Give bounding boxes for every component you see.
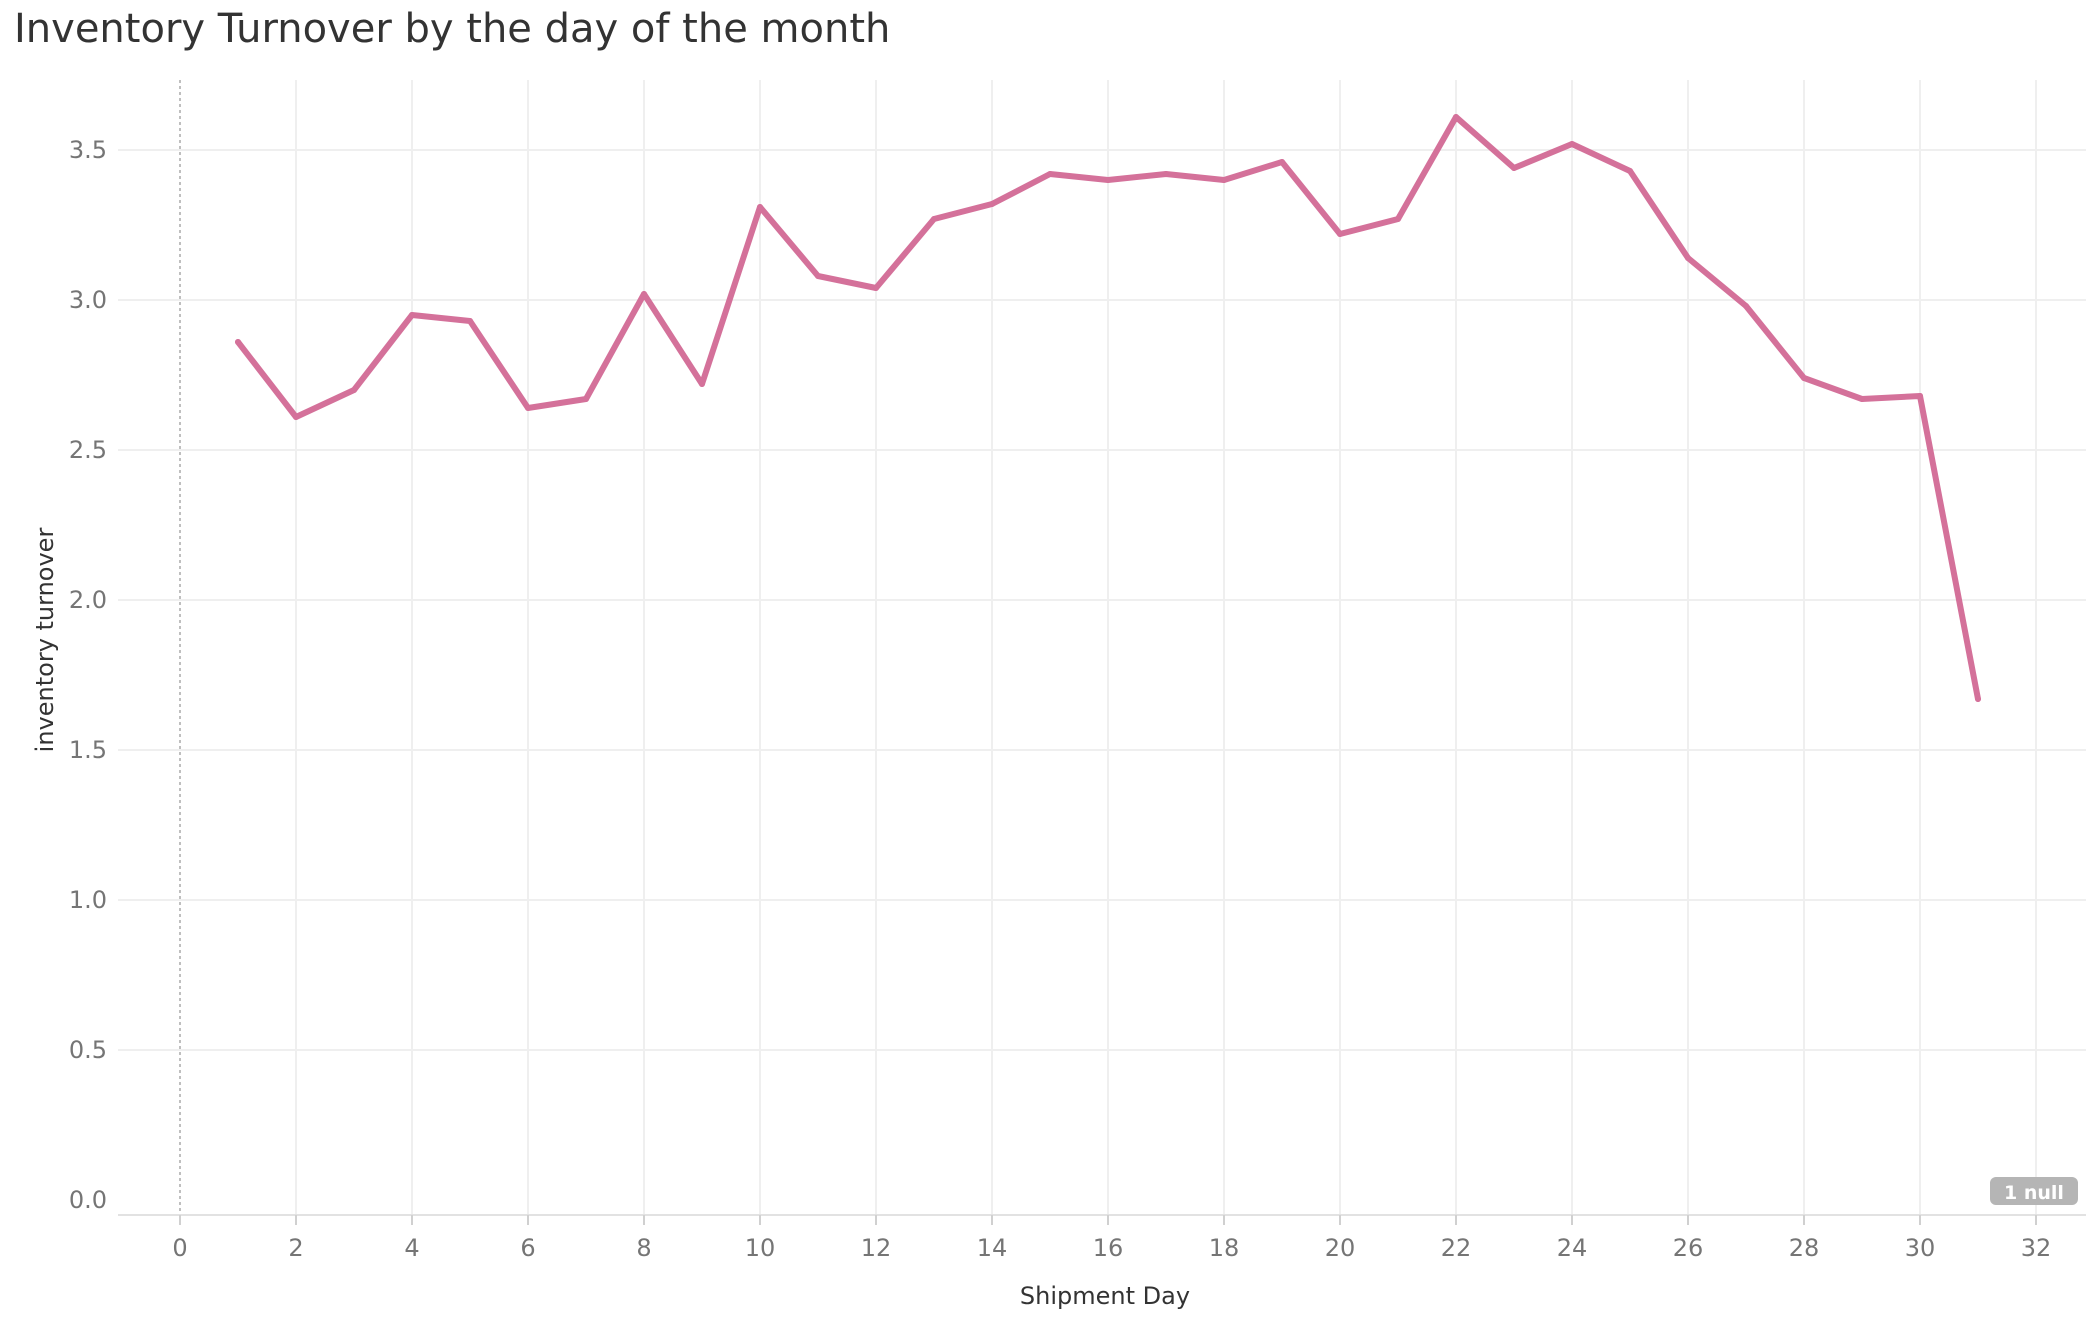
data-point[interactable]: [351, 387, 357, 393]
x-axis: 0 2 4 6 8 10 12 14 16 18 20 22 24 26 28 30 32: [172, 1215, 2051, 1262]
data-point[interactable]: [1801, 375, 1807, 381]
x-tick-label: 14: [977, 1234, 1008, 1262]
x-tick-label: 12: [861, 1234, 892, 1262]
data-point[interactable]: [1453, 114, 1459, 120]
data-point[interactable]: [467, 318, 473, 324]
x-tick-label: 30: [1905, 1234, 1936, 1262]
data-point[interactable]: [409, 312, 415, 318]
data-point[interactable]: [1279, 159, 1285, 165]
data-point[interactable]: [1395, 216, 1401, 222]
x-tick-label: 24: [1557, 1234, 1588, 1262]
data-point[interactable]: [815, 273, 821, 279]
data-point[interactable]: [931, 216, 937, 222]
y-tick-label: 2.0: [69, 586, 107, 614]
x-tick-label: 16: [1093, 1234, 1124, 1262]
data-point[interactable]: [641, 291, 647, 297]
y-axis: 0.0 0.5 1.0 1.5 2.0 2.5 3.0 3.5: [69, 136, 107, 1214]
data-point[interactable]: [525, 405, 531, 411]
data-point[interactable]: [1685, 255, 1691, 261]
y-tick-label: 3.5: [69, 136, 107, 164]
x-tick-label: 22: [1441, 1234, 1472, 1262]
data-point[interactable]: [989, 201, 995, 207]
data-point[interactable]: [1511, 165, 1517, 171]
data-point[interactable]: [1221, 177, 1227, 183]
x-tick-label: 28: [1789, 1234, 1820, 1262]
data-point[interactable]: [699, 381, 705, 387]
y-tick-label: 1.0: [69, 886, 107, 914]
x-tick-label: 8: [636, 1234, 651, 1262]
y-tick-label: 0.5: [69, 1036, 107, 1064]
data-point[interactable]: [1337, 231, 1343, 237]
data-point[interactable]: [1569, 141, 1575, 147]
chart-title: Inventory Turnover by the day of the mon…: [14, 6, 891, 52]
x-tick-label: 20: [1325, 1234, 1356, 1262]
data-point[interactable]: [235, 339, 241, 345]
data-point[interactable]: [1163, 171, 1169, 177]
data-point[interactable]: [1975, 696, 1981, 702]
null-indicator-badge[interactable]: [1990, 1177, 2078, 1205]
data-point[interactable]: [293, 414, 299, 420]
x-tick-label: 6: [520, 1234, 535, 1262]
y-tick-label: 2.5: [69, 436, 107, 464]
data-point[interactable]: [1047, 171, 1053, 177]
y-tick-label: 3.0: [69, 286, 107, 314]
x-tick-label: 0: [172, 1234, 187, 1262]
x-tick-label: 18: [1209, 1234, 1240, 1262]
series: [235, 114, 1981, 702]
x-tick-label: 26: [1673, 1234, 1704, 1262]
y-tick-label: 0.0: [69, 1186, 107, 1214]
y-tick-label: 1.5: [69, 736, 107, 764]
x-tick-label: 32: [2021, 1234, 2052, 1262]
data-point[interactable]: [1627, 168, 1633, 174]
x-axis-title: Shipment Day: [1020, 1282, 1190, 1310]
y-axis-title: inventory turnover: [31, 528, 59, 753]
x-tick-label: 10: [745, 1234, 776, 1262]
x-tick-label: 2: [288, 1234, 303, 1262]
grid: [118, 80, 2086, 1215]
data-point[interactable]: [1743, 303, 1749, 309]
x-tick-label: 4: [404, 1234, 419, 1262]
data-point[interactable]: [1859, 396, 1865, 402]
data-point[interactable]: [873, 285, 879, 291]
null-indicator[interactable]: 1 null: [1990, 1177, 2078, 1205]
data-point[interactable]: [583, 396, 589, 402]
data-point[interactable]: [757, 204, 763, 210]
data-point[interactable]: [1917, 393, 1923, 399]
null-indicator-label[interactable]: 1 null: [2004, 1182, 2064, 1204]
data-point[interactable]: [1105, 177, 1111, 183]
